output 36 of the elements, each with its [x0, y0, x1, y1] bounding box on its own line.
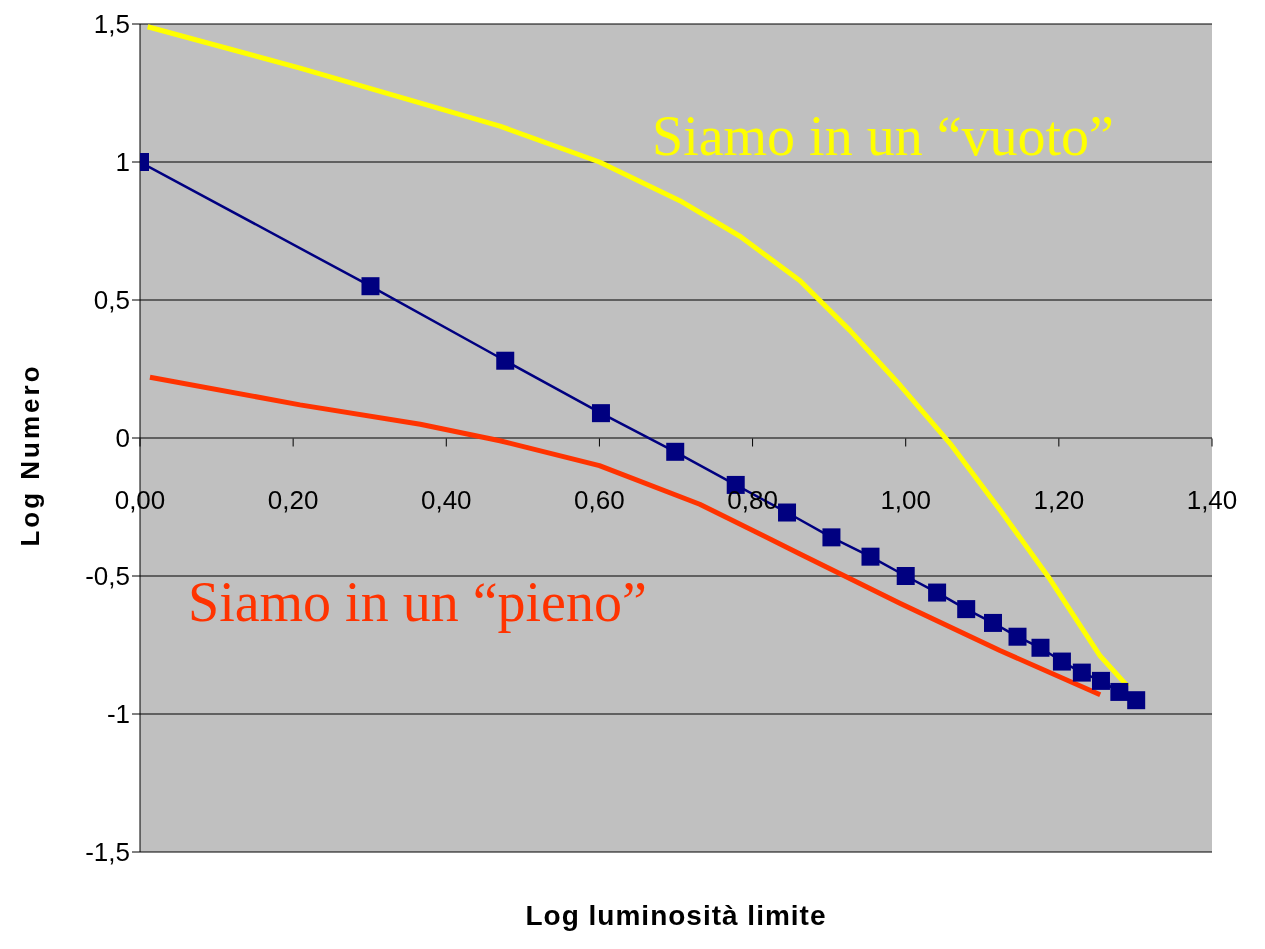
- point: [1072, 663, 1091, 682]
- series-label: Siamo in un “vuoto”: [652, 104, 1114, 168]
- x-tick-label: 1,00: [880, 484, 932, 515]
- point: [861, 547, 880, 566]
- point: [822, 528, 841, 547]
- point: [957, 600, 976, 619]
- x-tick-label: 1,40: [1186, 484, 1238, 515]
- y-axis-title: Log Numero: [14, 363, 46, 547]
- y-tick-label: 1,5: [93, 9, 130, 40]
- point: [496, 351, 515, 370]
- point: [1008, 627, 1027, 646]
- point: [1052, 652, 1071, 671]
- point: [778, 503, 797, 522]
- y-tick-label: -0,5: [85, 561, 130, 592]
- y-tick-label: 1: [115, 147, 130, 178]
- point: [666, 442, 685, 461]
- point: [1127, 691, 1146, 710]
- y-tick-label: -1,5: [85, 837, 130, 868]
- point: [896, 567, 915, 585]
- x-axis-title: Log luminosità limite: [524, 900, 828, 932]
- y-tick-label: 0,5: [93, 285, 130, 316]
- x-tick-label: 0,20: [267, 484, 319, 515]
- x-tick-label: 0,40: [420, 484, 472, 515]
- point: [591, 404, 610, 423]
- point: [1091, 671, 1110, 690]
- point: [984, 613, 1003, 632]
- y-tick-label: -1: [106, 699, 130, 730]
- point: [928, 583, 947, 602]
- point: [361, 277, 380, 296]
- x-tick-label: 0,60: [574, 484, 625, 515]
- series-label: Siamo in un “pieno”: [188, 570, 647, 634]
- y-tick-label: 0: [115, 423, 130, 454]
- point: [1110, 682, 1129, 701]
- x-tick-label: 0,00: [114, 484, 166, 515]
- point: [1031, 638, 1050, 657]
- x-tick-label: 1,20: [1033, 484, 1085, 515]
